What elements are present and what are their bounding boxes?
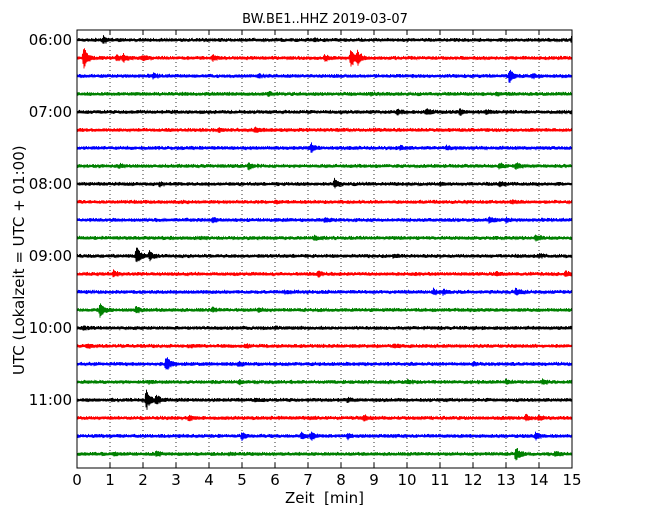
seismic-trace	[76, 378, 573, 386]
chart-title: BW.BE1..HHZ 2019-03-07	[242, 12, 408, 27]
y-axis-label: UTC (Lokalzeit = UTC + 01:00)	[10, 145, 30, 375]
plot-frame	[76, 29, 573, 469]
x-tick-label: 8	[336, 471, 346, 489]
seismic-trace	[76, 343, 573, 349]
seismic-trace	[76, 199, 573, 205]
x-tick-label: 15	[562, 471, 581, 489]
x-tick-label: 6	[270, 471, 280, 489]
x-tick-label: 7	[303, 471, 313, 489]
x-tick-label: 10	[397, 471, 416, 489]
seismic-trace	[76, 303, 573, 318]
y-tick-label: 10:00	[29, 319, 72, 337]
x-tick-label: 11	[430, 471, 449, 489]
x-tick-label: 2	[138, 471, 148, 489]
seismic-trace	[76, 413, 573, 422]
y-tick-label: 08:00	[29, 175, 72, 193]
seismic-trace	[76, 216, 573, 224]
seismic-trace	[76, 287, 573, 296]
seismic-trace	[76, 431, 573, 441]
y-tick-label: 07:00	[29, 103, 72, 121]
y-axis-label-text: UTC (Lokalzeit = UTC + 01:00)	[10, 145, 28, 375]
seismic-trace	[76, 234, 573, 242]
seismic-trace	[76, 48, 573, 69]
seismic-trace	[76, 69, 573, 83]
x-tick-label: 9	[369, 471, 379, 489]
x-tick-label: 13	[496, 471, 515, 489]
x-tick-label: 14	[529, 471, 548, 489]
seismic-trace	[76, 357, 573, 370]
seismic-trace	[76, 35, 573, 45]
seismic-trace	[76, 126, 573, 134]
x-tick-label: 3	[171, 471, 181, 489]
x-tick-label: 5	[237, 471, 247, 489]
y-tick-label: 11:00	[29, 391, 72, 409]
seismic-trace	[76, 142, 573, 153]
y-tick-label: 09:00	[29, 247, 72, 265]
x-tick-label: 1	[105, 471, 115, 489]
seismic-trace	[76, 389, 573, 410]
seismic-trace	[76, 90, 573, 97]
seismic-trace	[76, 269, 573, 278]
seismic-trace	[76, 247, 573, 263]
y-tick-label: 06:00	[29, 31, 72, 49]
x-tick-label: 12	[463, 471, 482, 489]
x-tick-label: 4	[204, 471, 214, 489]
seismic-trace	[76, 108, 573, 116]
seismic-trace	[76, 325, 573, 331]
x-tick-label: 0	[72, 471, 82, 489]
seismic-trace	[76, 177, 573, 189]
seismic-trace	[76, 448, 573, 461]
x-axis-label: Zeit [min]	[284, 489, 365, 507]
seismic-trace	[76, 162, 573, 171]
